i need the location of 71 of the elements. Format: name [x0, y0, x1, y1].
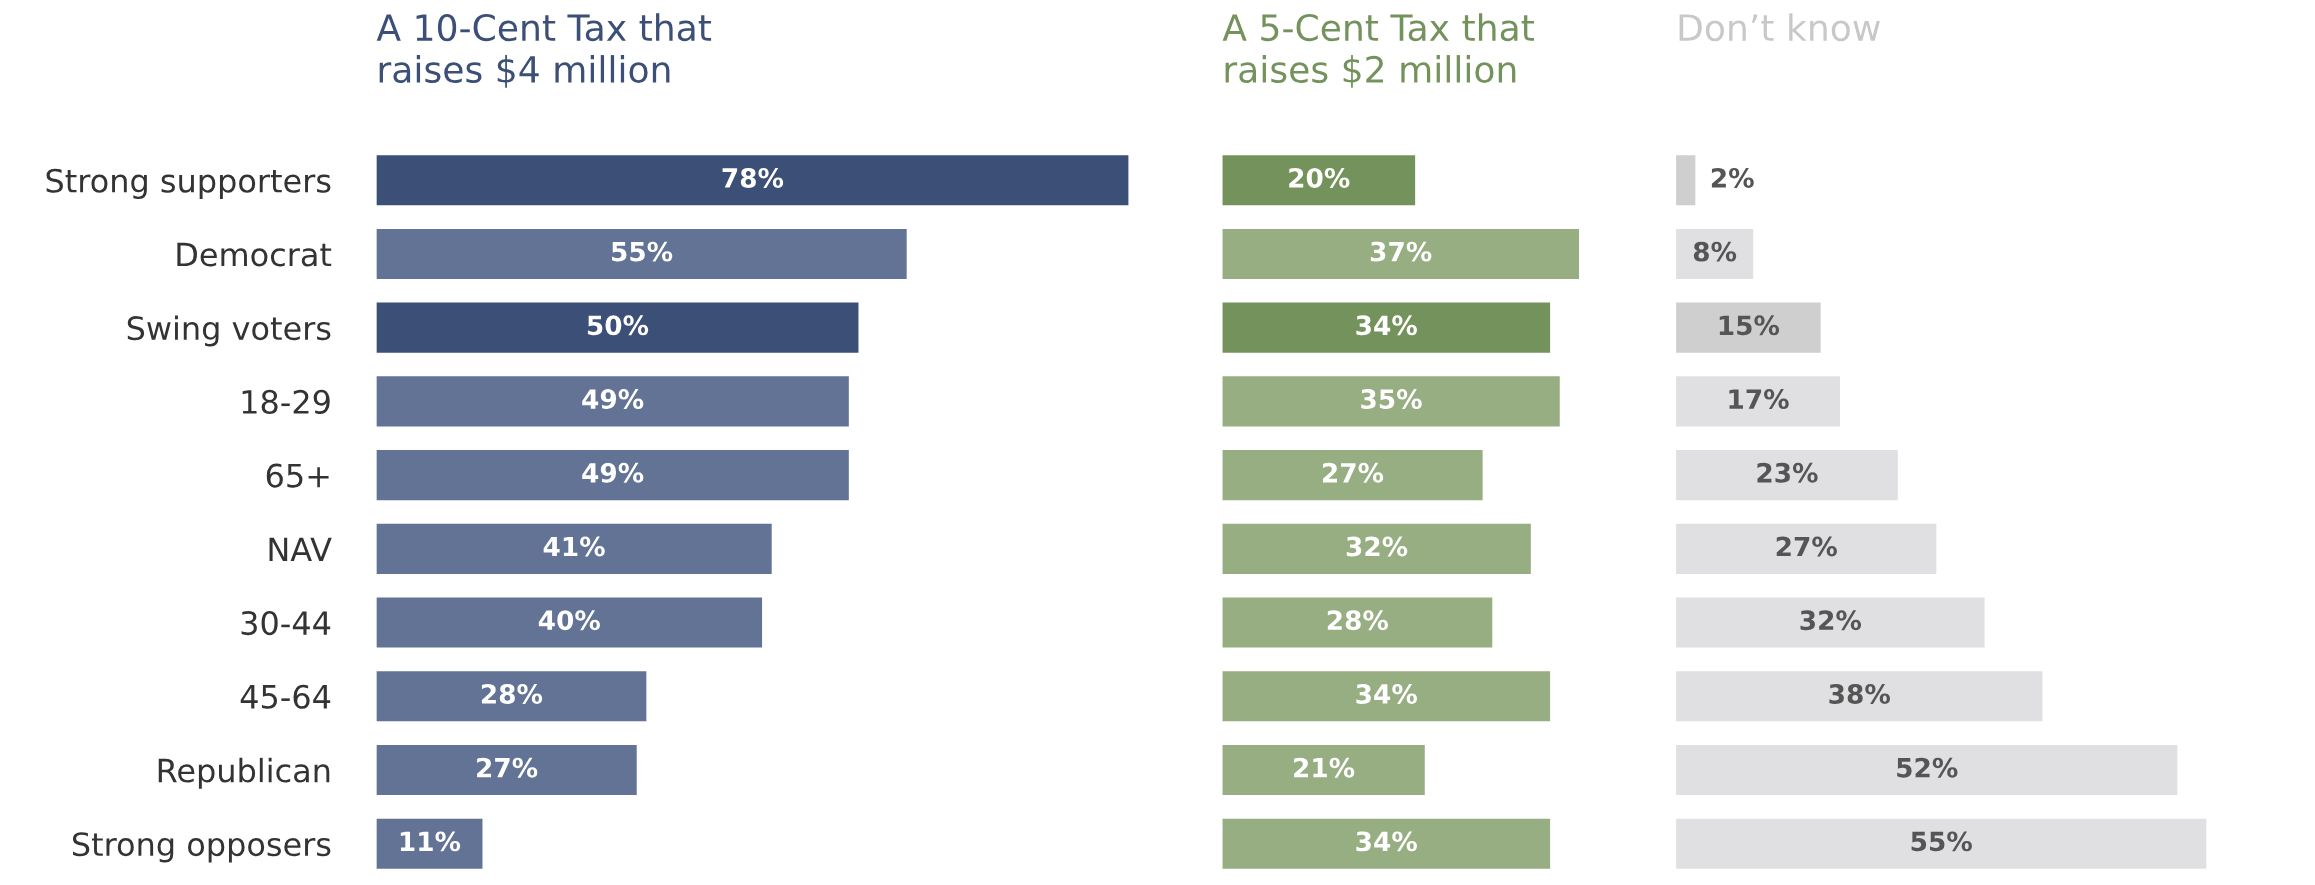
bar [376, 597, 763, 648]
bar [376, 523, 772, 574]
data-label: 34% [1356, 315, 1417, 336]
data-label: 37% [1370, 241, 1432, 262]
data-label: 32% [1346, 536, 1408, 557]
chart-title: A 5-Cent Tax that raises $2 million [1222, 13, 1535, 88]
data-label: 20% [1289, 167, 1350, 188]
bar [1676, 744, 2178, 796]
bar [1676, 302, 1821, 353]
y-tick-label: Republican [158, 757, 330, 789]
bar [1222, 597, 1493, 648]
bar [1222, 523, 1531, 574]
bar [376, 671, 647, 722]
bar [1222, 744, 1425, 796]
y-tick-label: 65+ [266, 463, 329, 488]
data-label: 28% [481, 683, 543, 704]
data-label: 23% [1757, 462, 1818, 483]
bar [1676, 450, 1898, 501]
y-tick-label: NAV [269, 537, 332, 561]
data-label: 40% [538, 610, 600, 631]
data-label: 55% [1911, 831, 1972, 852]
data-label: 55% [612, 241, 673, 262]
data-label: 49% [582, 462, 644, 483]
data-label: 32% [1800, 610, 1862, 631]
data-label: 17% [1729, 389, 1789, 410]
data-label: 21% [1294, 757, 1355, 778]
data-label: 34% [1356, 683, 1417, 704]
bar [376, 302, 859, 353]
bar [1222, 818, 1551, 869]
bar [1676, 671, 2043, 722]
data-label: 28% [1327, 610, 1389, 631]
data-label: 78% [722, 167, 784, 188]
bar [1676, 597, 1985, 648]
data-label: 52% [1897, 757, 1958, 778]
bar [1222, 376, 1560, 427]
bar [1222, 302, 1551, 353]
bar [1222, 228, 1580, 280]
bar [1222, 450, 1483, 501]
y-tick-label: 30-44 [241, 610, 331, 636]
data-label: 2% [1711, 167, 1754, 188]
data-label: 41% [543, 536, 605, 557]
bar [376, 376, 849, 427]
data-label: 11% [400, 831, 461, 852]
bar [376, 818, 483, 869]
data-label: 49% [582, 389, 644, 410]
bar [1676, 155, 1696, 206]
y-tick-label: 45-64 [240, 684, 331, 709]
y-tick-label: 18-29 [242, 389, 330, 414]
data-label: 50% [587, 315, 649, 336]
data-label: 34% [1356, 831, 1417, 852]
y-tick-label: Strong supporters [46, 168, 331, 200]
data-label: 38% [1829, 683, 1890, 704]
y-tick-label: Swing voters [127, 315, 331, 347]
data-label: 8% [1693, 241, 1737, 262]
bar [1676, 523, 1937, 574]
data-label: 27% [1776, 536, 1837, 557]
data-label: 27% [477, 757, 538, 778]
bar [376, 744, 637, 796]
data-label: 27% [1322, 462, 1384, 483]
data-label: 35% [1361, 389, 1422, 410]
bar [376, 228, 907, 280]
bar [1222, 671, 1551, 722]
data-label: 15% [1719, 315, 1780, 336]
bar [1222, 155, 1416, 206]
bar [376, 450, 849, 501]
y-tick-label: Democrat [177, 242, 332, 267]
bar [376, 155, 1129, 206]
bar [1676, 818, 2207, 869]
y-tick-label: Strong opposers [72, 832, 331, 863]
bar [1676, 376, 1840, 427]
chart-title: A 10-Cent Tax that raises $4 million [376, 13, 712, 88]
